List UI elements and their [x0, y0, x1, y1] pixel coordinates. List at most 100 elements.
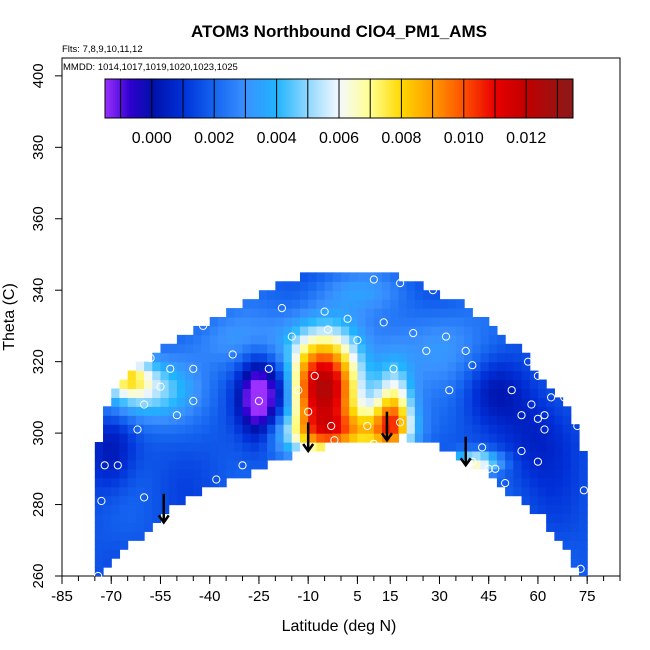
heatmap-cell	[144, 486, 153, 497]
colorbar-cell	[131, 79, 134, 118]
heatmap-cell	[185, 388, 194, 398]
sample-point	[100, 461, 109, 470]
colorbar-cell	[497, 79, 500, 118]
heatmap-cell	[365, 317, 375, 327]
heatmap-cell	[152, 424, 162, 434]
heatmap-cell	[103, 468, 112, 479]
heatmap-cell	[341, 424, 350, 434]
heatmap-cell	[431, 361, 441, 372]
colorbar-cell	[273, 79, 276, 118]
heatmap-cell	[513, 468, 523, 479]
sample-point	[517, 411, 526, 420]
heatmap-cell	[423, 388, 432, 398]
heatmap-cell	[185, 450, 194, 461]
heatmap-cell	[423, 370, 432, 381]
heatmap-cell	[382, 272, 391, 282]
heatmap-cell	[127, 459, 137, 470]
heatmap-cell	[554, 424, 564, 434]
colorbar-cell	[469, 79, 472, 118]
heatmap-cell	[406, 406, 416, 416]
heatmap-cell	[234, 334, 244, 345]
heatmap-cell	[283, 415, 293, 425]
heatmap-cell	[414, 352, 424, 363]
heatmap-cell	[94, 567, 104, 576]
heatmap-cell	[201, 477, 211, 488]
heatmap-cell	[226, 450, 235, 461]
heatmap-cell	[554, 468, 564, 479]
heatmap-cell	[455, 334, 465, 345]
heatmap-cell	[505, 361, 514, 372]
heatmap-cell	[250, 352, 260, 363]
colorbar-cell	[509, 79, 512, 118]
colorbar-cell	[479, 79, 482, 118]
colorbar-cell	[467, 79, 470, 118]
heatmap-cell	[152, 361, 162, 372]
colorbar-cell	[227, 79, 230, 118]
colorbar-cell	[285, 79, 288, 118]
heatmap-cell	[168, 424, 178, 434]
heatmap-cell	[578, 531, 588, 541]
heatmap-cell	[332, 317, 342, 327]
heatmap-cell	[546, 486, 555, 497]
heatmap-cell	[357, 334, 367, 345]
heatmap-cell	[299, 379, 309, 390]
colorbar-cell	[389, 79, 392, 118]
heatmap-cell	[176, 343, 186, 354]
heatmap-cell	[201, 343, 211, 354]
heatmap-cell	[168, 352, 178, 363]
heatmap-cell	[283, 406, 293, 416]
sample-point	[533, 371, 543, 380]
sample-point	[245, 271, 254, 280]
heatmap-cell	[570, 549, 580, 559]
heatmap-cell	[217, 352, 227, 363]
colorbar-cell	[341, 79, 344, 118]
heatmap-cell	[176, 486, 186, 497]
heatmap-cell	[299, 433, 309, 443]
heatmap-cell	[234, 317, 244, 327]
heatmap-cell	[209, 361, 219, 372]
heatmap-cell	[176, 334, 186, 345]
heatmap-cell	[488, 352, 498, 363]
sample-point	[441, 332, 451, 341]
heatmap-cell	[349, 379, 359, 390]
heatmap-cell	[217, 343, 227, 354]
heatmap-cell	[209, 459, 219, 470]
heatmap-cell	[447, 352, 457, 363]
heatmap-cell	[250, 442, 260, 452]
heatmap-cell	[201, 450, 211, 461]
colorbar-cell	[107, 79, 110, 118]
heatmap-cell	[316, 397, 326, 407]
heatmap-cell	[209, 352, 219, 363]
heatmap-cell	[578, 450, 588, 461]
colorbar-cell	[253, 79, 256, 118]
heatmap-cell	[152, 388, 162, 398]
heatmap-cell	[341, 433, 350, 443]
heatmap-cell	[267, 388, 276, 398]
heatmap-cell	[373, 361, 383, 372]
heatmap-cell	[554, 513, 564, 524]
colorbar-cell	[483, 79, 486, 118]
heatmap-cell	[341, 388, 350, 398]
colorbar-cell	[489, 79, 492, 118]
colorbar-cell	[207, 79, 210, 118]
heatmap-cell	[234, 424, 244, 434]
sample-point	[379, 318, 388, 327]
heatmap-cell	[414, 361, 424, 372]
colorbar-cell	[251, 79, 254, 118]
heatmap-cell	[135, 495, 145, 506]
heatmap-cell	[316, 442, 326, 452]
heatmap-cell	[283, 281, 293, 291]
heatmap-cell	[185, 468, 194, 479]
heatmap-cell	[349, 325, 359, 336]
heatmap-cell	[406, 334, 416, 345]
colorbar-cell	[173, 79, 176, 118]
heatmap-cell	[324, 433, 334, 443]
heatmap-cell	[562, 477, 572, 488]
heatmap-cell	[529, 504, 539, 515]
sample-point	[277, 304, 286, 313]
colorbar-cell	[287, 79, 290, 118]
heatmap-cell	[308, 361, 317, 372]
heatmap-cell	[119, 406, 129, 416]
heatmap-cell	[308, 334, 317, 345]
heatmap-cell	[201, 406, 211, 416]
